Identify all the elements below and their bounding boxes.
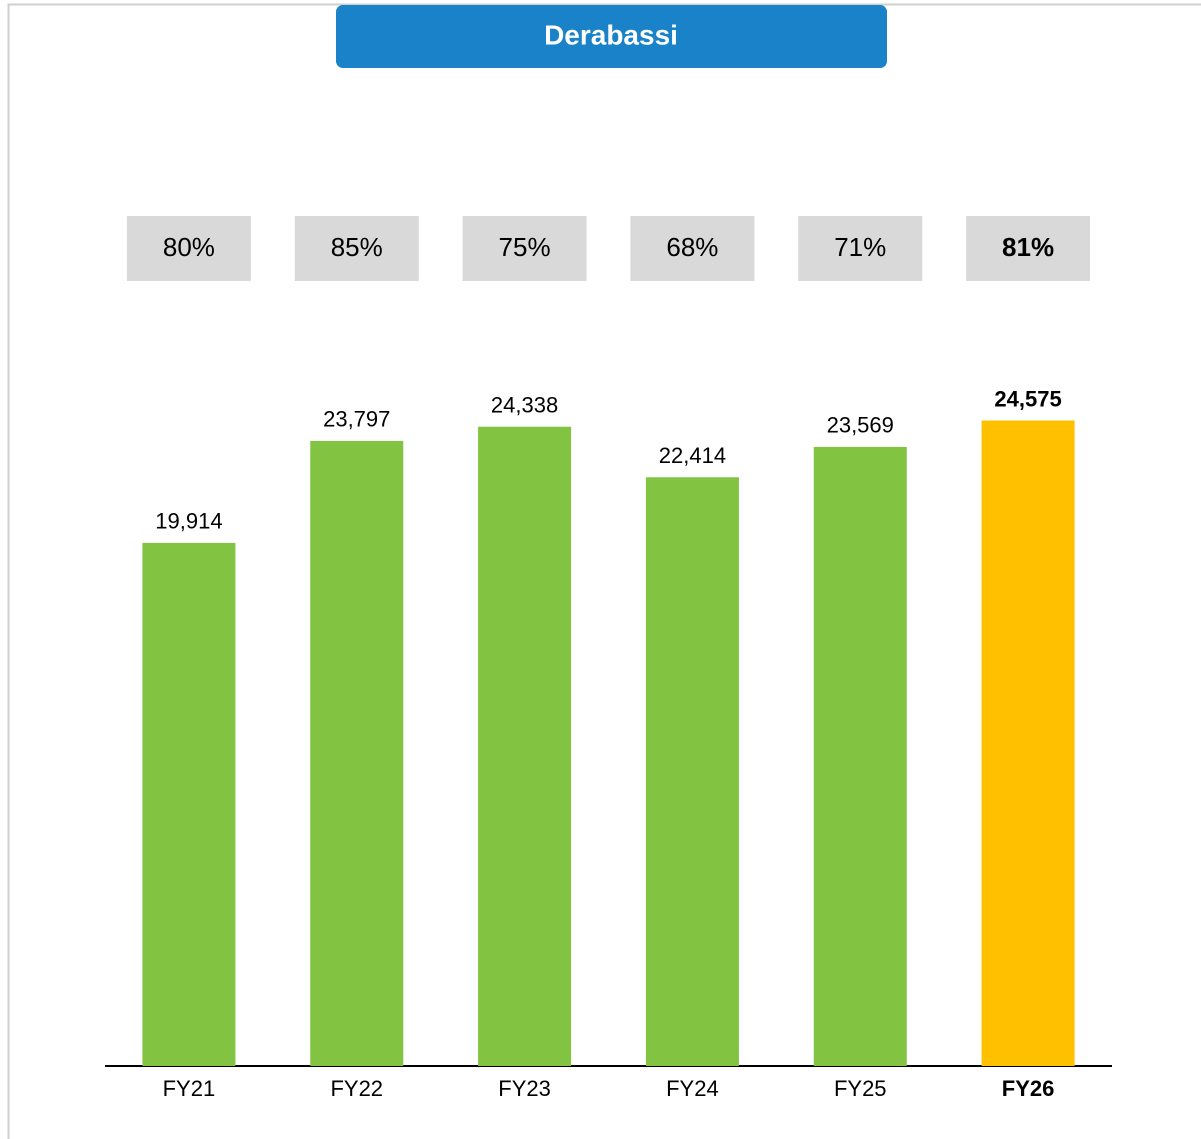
bar bbox=[142, 542, 236, 1066]
bar bbox=[813, 446, 907, 1067]
value-label: 23,797 bbox=[323, 407, 390, 432]
value-label: 22,414 bbox=[659, 443, 726, 468]
frame bbox=[7, 3, 1201, 1139]
share-box bbox=[294, 216, 419, 281]
title-box bbox=[336, 5, 887, 68]
bar bbox=[478, 426, 572, 1066]
x-tick-label: FY22 bbox=[330, 1076, 383, 1101]
share-label: 80% bbox=[163, 232, 215, 262]
share-label: 71% bbox=[834, 232, 886, 262]
value-label: 24,575 bbox=[994, 386, 1061, 411]
chart-title: Derabassi bbox=[544, 19, 678, 50]
x-tick-label: FY25 bbox=[834, 1076, 887, 1101]
share-label: 81% bbox=[1002, 232, 1054, 262]
bar bbox=[981, 420, 1075, 1066]
value-label: 24,338 bbox=[491, 393, 558, 418]
share-label: 85% bbox=[331, 232, 383, 262]
share-box bbox=[798, 216, 923, 281]
x-tick-label: FY26 bbox=[1002, 1076, 1055, 1101]
share-box bbox=[126, 216, 251, 281]
share-label: 75% bbox=[499, 232, 551, 262]
value-label: 19,914 bbox=[155, 509, 222, 534]
bar bbox=[645, 477, 739, 1067]
x-tick-label: FY21 bbox=[163, 1076, 216, 1101]
share-box bbox=[462, 216, 587, 281]
share-box bbox=[630, 216, 755, 281]
share-box bbox=[966, 216, 1091, 281]
value-label: 23,569 bbox=[827, 413, 894, 438]
bar bbox=[310, 440, 404, 1066]
x-tick-label: FY24 bbox=[666, 1076, 719, 1101]
share-label: 68% bbox=[666, 232, 718, 262]
x-tick-label: FY23 bbox=[498, 1076, 551, 1101]
